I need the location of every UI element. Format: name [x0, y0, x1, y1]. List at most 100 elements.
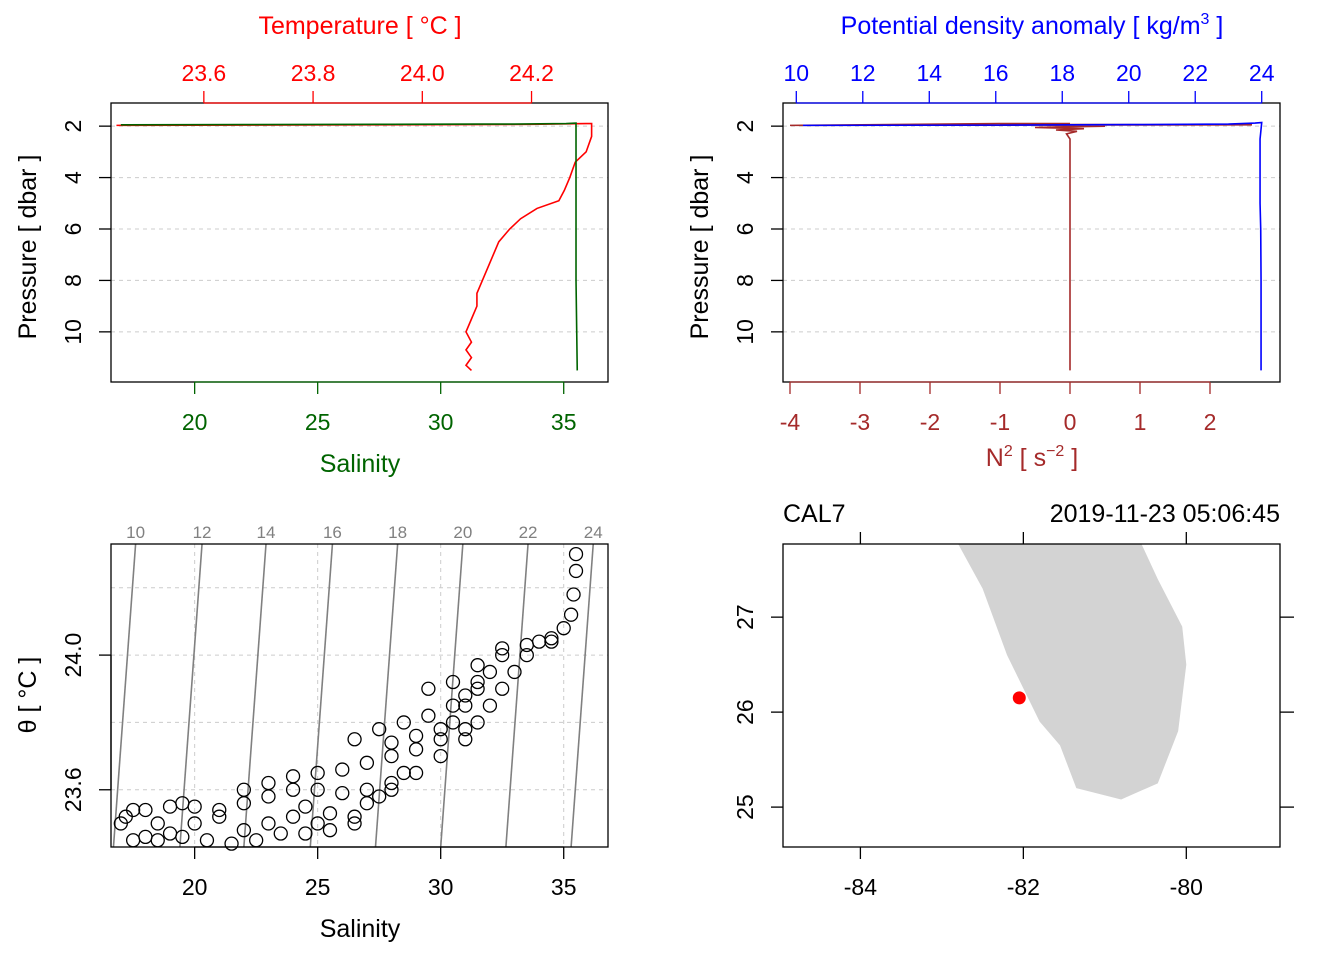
p2-bottom-tick-label-6: 2 [1204, 409, 1217, 435]
ts-point [563, 607, 579, 622]
ts-point [236, 823, 252, 838]
ts-point [433, 722, 448, 737]
ts-point [519, 647, 534, 663]
p3-plot-frame [110, 543, 609, 848]
density-series-line [802, 121, 1263, 371]
p3-bottom-axis: 20 25 30 35 [182, 846, 577, 900]
p2-left-tick-label-3: 8 [732, 274, 758, 287]
ts-point [298, 826, 313, 841]
ts-point [322, 806, 338, 821]
p2-bottom-tick-label-0: -4 [780, 409, 801, 435]
p2-bottom-tick-label-2: -2 [920, 409, 940, 435]
ts-point [544, 634, 559, 649]
p4-bottom-tick-label-0: -84 [844, 874, 877, 900]
p2-top-tick-label-2: 14 [916, 60, 942, 86]
p1-bottom-tick-label-2: 30 [428, 409, 454, 435]
p2-top-tick-label-1: 12 [850, 60, 876, 86]
ts-point [285, 809, 301, 824]
ts-point [347, 816, 362, 831]
ts-point [187, 799, 202, 814]
p2-top-tick-label-4: 18 [1049, 60, 1075, 86]
p3-bottom-tick-label-3: 35 [551, 874, 577, 900]
p3-y-axis-title: θ [ °C ] [14, 657, 42, 734]
ts-point [482, 664, 498, 680]
station-name: CAL7 [783, 500, 846, 528]
ts-point [199, 833, 215, 848]
p1-bottom-axis: 20 25 30 35 [182, 381, 577, 435]
ts-point [335, 785, 350, 801]
p1-top-axis-title: Temperature [ °C ] [258, 12, 461, 40]
p1-gridlines [111, 125, 608, 333]
p1-top-tick-label-2: 24.0 [400, 60, 445, 86]
ts-point [359, 796, 375, 811]
panel-ts-profile: 23.6 23.8 24.0 24.2 20 25 30 35 2 4 6 8 10 Tempera… [14, 12, 609, 478]
p3-isopycnals [112, 543, 595, 848]
ts-point [408, 742, 424, 757]
isopycnal-label-7: 24 [584, 523, 603, 542]
ts-point [347, 809, 362, 824]
ts-point [175, 829, 190, 845]
ts-point [187, 816, 202, 831]
p2-bottom-tick-label-5: 1 [1134, 409, 1147, 435]
p1-left-tick-label-2: 6 [60, 223, 86, 236]
p3-left-axis: 23.6 24.0 [60, 633, 112, 812]
p1-left-tick-label-3: 8 [60, 274, 86, 287]
ts-point [421, 708, 436, 723]
p4-left-tick-label-1: 26 [732, 699, 758, 725]
p2-top-tick-label-5: 20 [1116, 60, 1142, 86]
p2-left-tick-label-1: 4 [732, 171, 758, 184]
ts-point [285, 769, 301, 784]
ts-point [568, 563, 584, 579]
ts-point [212, 809, 227, 824]
isopycnal-line-5 [439, 543, 464, 848]
p3-x-axis-title: Salinity [320, 915, 401, 943]
p4-bottom-tick-label-1: -82 [1007, 874, 1040, 900]
ts-point [495, 681, 510, 696]
ts-point [384, 782, 399, 797]
station-datetime: 2019-11-23 05:06:45 [1050, 500, 1280, 528]
ts-point [544, 631, 559, 646]
p2-top-tick-label-6: 22 [1182, 60, 1208, 86]
p4-map-frame [782, 543, 1281, 848]
ts-point [162, 826, 178, 841]
p2-density-line [802, 121, 1263, 371]
ts-point [310, 782, 325, 797]
ts-point [445, 674, 461, 690]
p3-left-tick-label-1: 24.0 [60, 633, 86, 678]
isopycnal-line-2 [243, 543, 267, 848]
ts-point [507, 664, 522, 680]
p2-bottom-tick-label-3: -1 [990, 409, 1010, 435]
isopycnal-label-1: 12 [193, 523, 212, 542]
ts-point [458, 698, 473, 713]
ts-point [568, 546, 584, 562]
isopycnal-label-6: 22 [519, 523, 538, 542]
isopycnal-line-6 [505, 543, 529, 848]
ts-point [458, 722, 473, 737]
p3-bottom-tick-label-2: 30 [428, 874, 454, 900]
ts-point [408, 765, 424, 781]
p4-bottom-tick-label-2: -80 [1170, 874, 1203, 900]
p4-left-axis: 25 26 27 [732, 604, 783, 820]
p4-right-ticks [1280, 616, 1294, 808]
ts-point [125, 833, 141, 848]
ts-point [224, 836, 239, 851]
p2-top-tick-label-0: 10 [784, 60, 810, 86]
p1-plot-frame [110, 102, 609, 383]
p1-y-axis-title: Pressure [ dbar ] [14, 155, 42, 340]
ts-point [445, 698, 461, 713]
ts-point [482, 698, 498, 713]
ts-point [212, 802, 227, 818]
p1-bottom-tick-label-1: 25 [305, 409, 331, 435]
isopycnal-line-3 [309, 543, 334, 848]
ts-point [236, 782, 252, 797]
ts-point [433, 748, 448, 764]
ts-point [421, 681, 436, 696]
ts-point [249, 833, 264, 848]
p1-top-tick-label-0: 23.6 [181, 60, 226, 86]
p2-n2-line [789, 122, 1253, 371]
p2-bottom-axis-title: N2 [ s−2 ] [986, 443, 1078, 472]
ts-point [150, 833, 165, 848]
ts-point [470, 681, 485, 696]
